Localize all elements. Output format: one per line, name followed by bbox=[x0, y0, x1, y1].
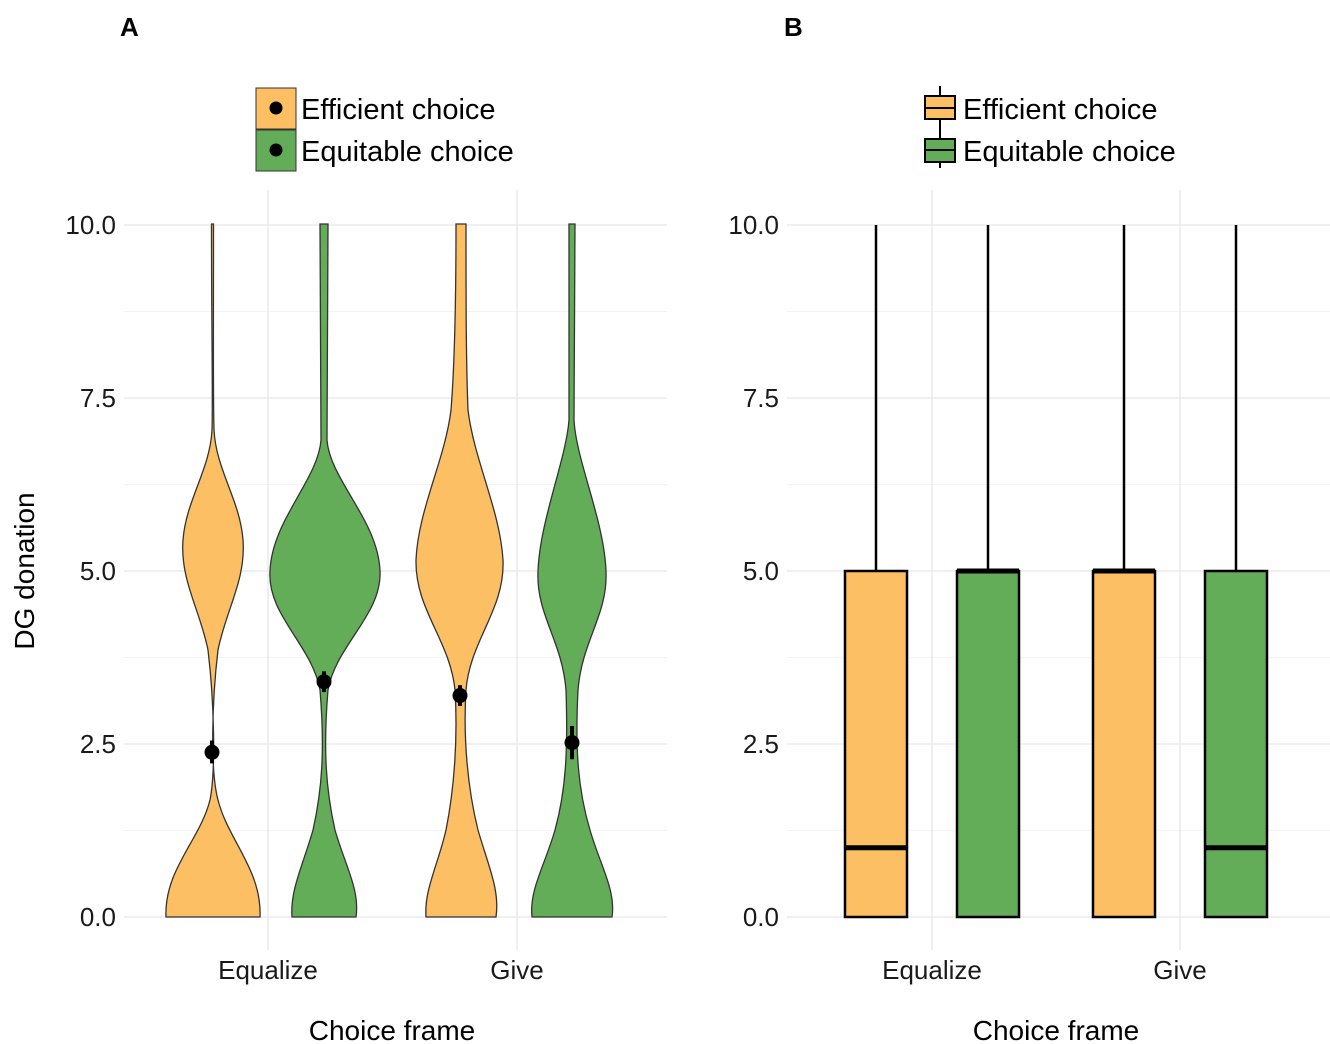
box-body bbox=[843, 569, 909, 919]
panel-letter: A bbox=[120, 12, 139, 42]
x-axis-title: Choice frame bbox=[309, 1015, 476, 1044]
box-body bbox=[1203, 569, 1269, 919]
y-tick-label: 0.0 bbox=[80, 902, 116, 932]
y-tick-label: 10.0 bbox=[65, 210, 116, 240]
legend-label: Efficient choice bbox=[963, 94, 1158, 126]
x-tick-label: Equalize bbox=[882, 955, 982, 985]
y-tick-label: 7.5 bbox=[743, 383, 779, 413]
boxplots bbox=[843, 225, 1269, 919]
x-tick-label: Give bbox=[1153, 955, 1206, 985]
x-tick-label: Equalize bbox=[218, 955, 318, 985]
legend-label: Equitable choice bbox=[963, 136, 1176, 168]
violin-equalize-efficient bbox=[165, 223, 261, 918]
violin-give-equitable bbox=[530, 223, 614, 918]
mean-points bbox=[204, 671, 580, 764]
y-tick-label: 7.5 bbox=[80, 383, 116, 413]
y-tick-label: 2.5 bbox=[80, 729, 116, 759]
x-tick-label: Give bbox=[490, 955, 543, 985]
y-tick-label: 5.0 bbox=[743, 556, 779, 586]
box-body bbox=[955, 569, 1021, 919]
mean-point bbox=[316, 674, 332, 690]
panel-letter: B bbox=[784, 12, 803, 42]
y-tick-label: 0.0 bbox=[743, 902, 779, 932]
legend-key-dot bbox=[269, 101, 283, 115]
mean-point bbox=[452, 688, 468, 704]
legend: Efficient choice Equitable choice bbox=[924, 86, 1176, 168]
legend-label: Equitable choice bbox=[301, 136, 514, 168]
violin-give-efficient bbox=[415, 223, 504, 918]
x-axis-title: Choice frame bbox=[973, 1015, 1140, 1044]
mean-point bbox=[564, 735, 580, 751]
mean-point bbox=[204, 744, 220, 760]
y-tick-label: 5.0 bbox=[80, 556, 116, 586]
y-tick-labels: 0.0 2.5 5.0 7.5 10.0 bbox=[728, 210, 779, 932]
y-tick-labels: 0.0 2.5 5.0 7.5 10.0 bbox=[65, 210, 116, 932]
violin-equalize-equitable bbox=[269, 223, 381, 918]
legend-label: Efficient choice bbox=[301, 94, 496, 126]
y-tick-label: 2.5 bbox=[743, 729, 779, 759]
y-tick-label: 10.0 bbox=[728, 210, 779, 240]
legend-key-dot bbox=[269, 143, 283, 157]
box-body bbox=[1091, 569, 1157, 919]
panel-a: A Efficient choice Equitable choice 0.0 … bbox=[9, 12, 667, 1044]
panel-b: B Efficient choice Equitable choice 0.0 … bbox=[728, 12, 1330, 1044]
legend: Efficient choice Equitable choice bbox=[255, 87, 514, 172]
violins bbox=[165, 223, 614, 918]
y-axis-title: DG donation bbox=[9, 492, 40, 649]
